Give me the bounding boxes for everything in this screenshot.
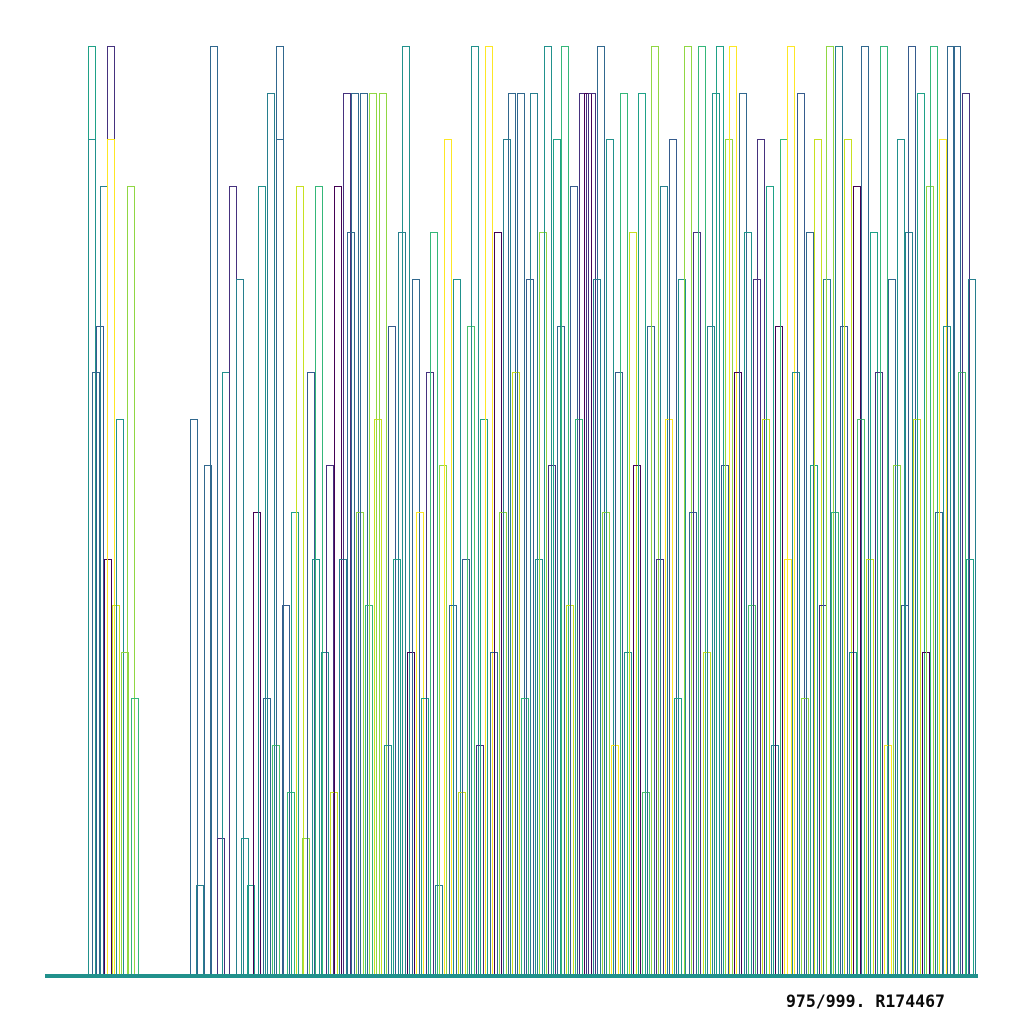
progress-caption: 975/999. R174467 [786, 992, 945, 1011]
baseline-axis [45, 974, 978, 978]
bar [430, 231, 438, 978]
bar [131, 697, 139, 978]
bar [968, 278, 976, 978]
bar [196, 884, 204, 978]
